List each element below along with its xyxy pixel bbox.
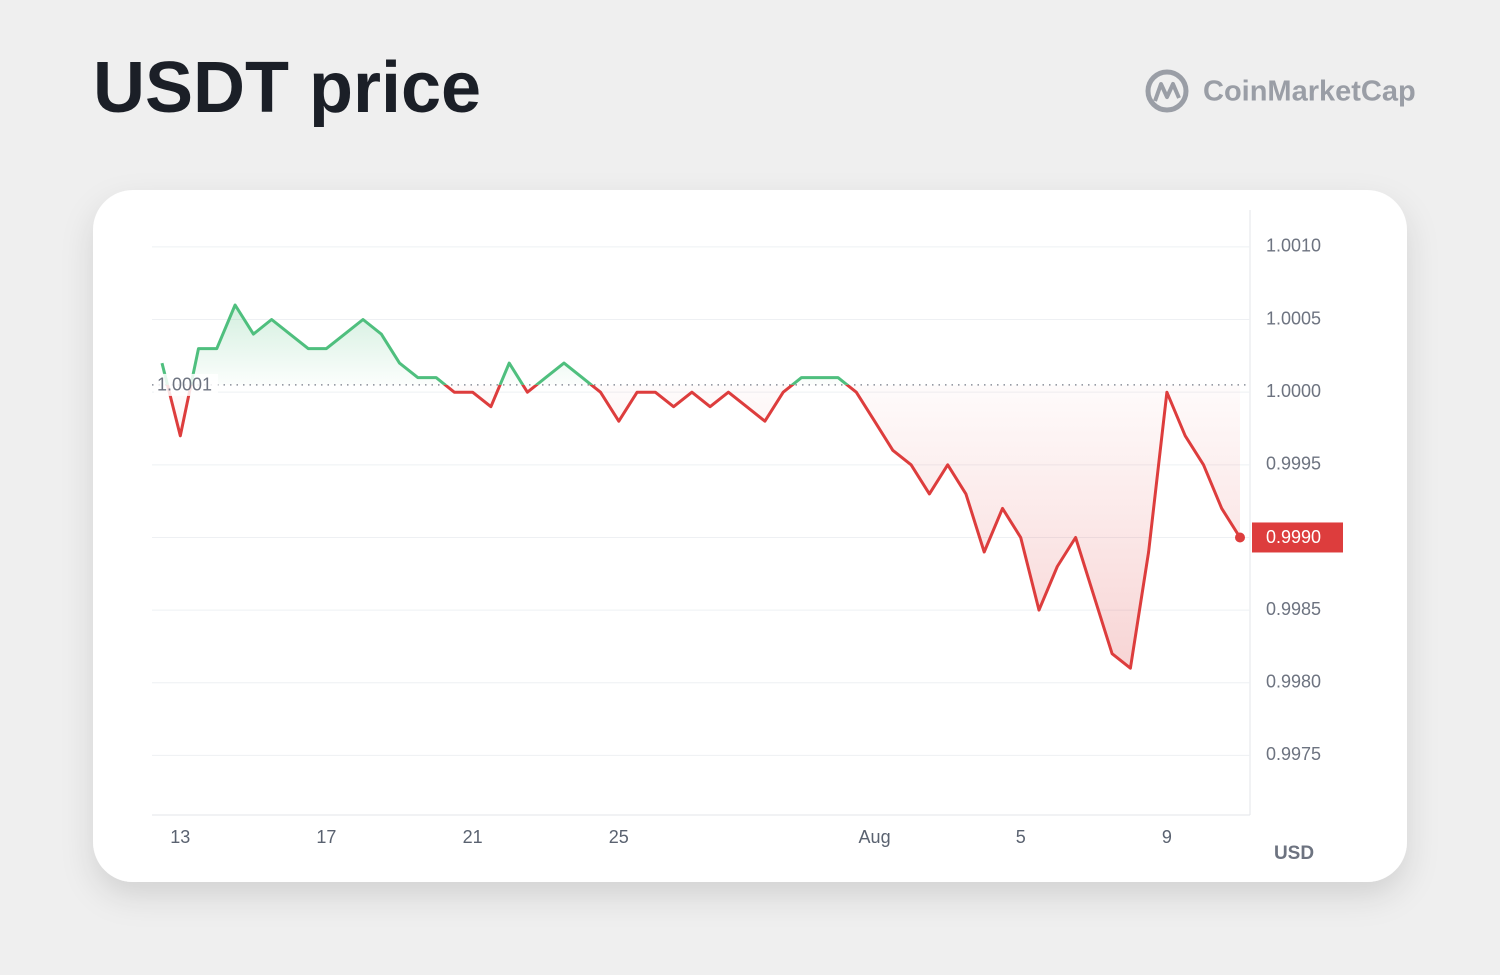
last-point xyxy=(1235,532,1245,543)
logo-icon xyxy=(1145,69,1189,113)
x-tick-label: 9 xyxy=(1162,827,1172,847)
y-tick-label: 0.9985 xyxy=(1266,599,1321,619)
baseline-label-bg xyxy=(154,373,218,396)
y-tick-label: 1.0010 xyxy=(1266,236,1321,256)
brand-name: CoinMarketCap xyxy=(1203,76,1416,108)
brand-logo: CoinMarketCap xyxy=(1145,69,1416,113)
y-tick-label: 0.9975 xyxy=(1266,744,1321,764)
y-tick-label: 0.9980 xyxy=(1266,672,1321,692)
current-price-tag xyxy=(1252,522,1343,553)
x-tick-label: 25 xyxy=(609,827,629,847)
price-line-up xyxy=(160,303,850,385)
x-tick-label: 21 xyxy=(463,827,483,847)
x-tick-label: 5 xyxy=(1016,827,1026,847)
area-up xyxy=(162,305,1240,385)
x-tick-label: 17 xyxy=(316,827,336,847)
price-line-down xyxy=(165,384,1242,670)
y-unit: USD xyxy=(1274,843,1314,864)
x-tick-label: Aug xyxy=(859,827,891,847)
logo-glyph xyxy=(1153,82,1181,102)
current-price-label: 0.9990 xyxy=(1266,527,1321,547)
chart-card xyxy=(93,190,1407,882)
x-tick-label: 13 xyxy=(170,827,190,847)
area-down xyxy=(167,384,1240,669)
baseline-label: 1.0001 xyxy=(157,375,212,395)
y-tick-label: 0.9995 xyxy=(1266,454,1321,474)
y-tick-label: 1.0005 xyxy=(1266,308,1321,328)
y-tick-label: 1.0000 xyxy=(1266,381,1321,401)
page-title: USDT price xyxy=(93,48,481,128)
